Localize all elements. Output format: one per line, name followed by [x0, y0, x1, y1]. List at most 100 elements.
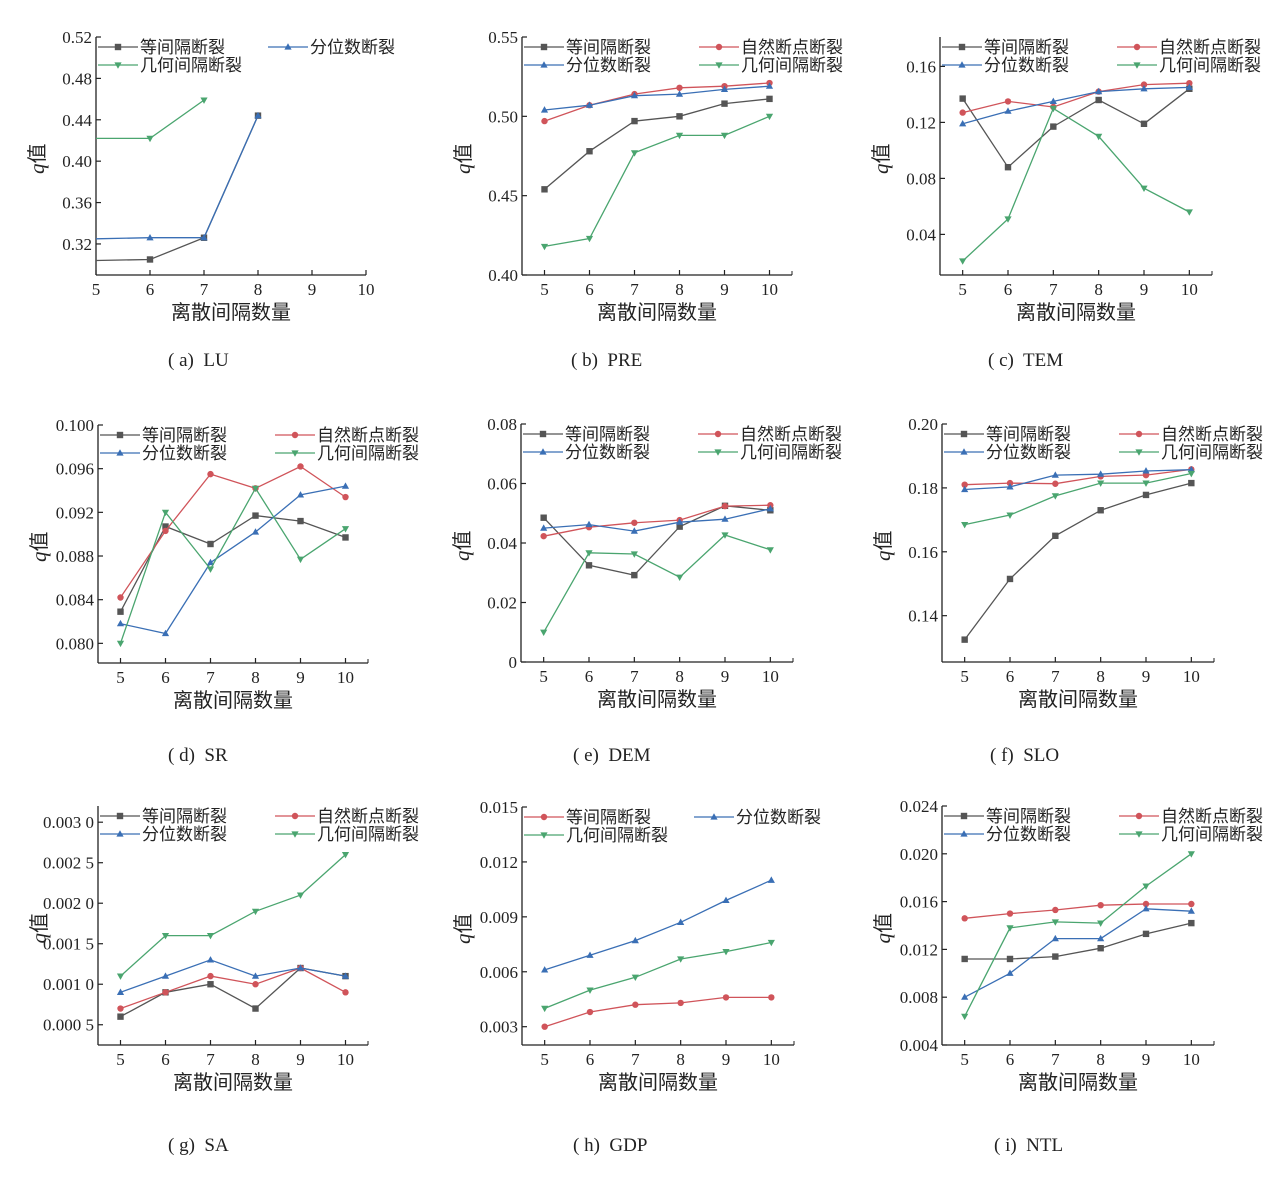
legend-item: 等间隔断裂 [944, 425, 1071, 445]
series-line [964, 469, 1192, 491]
panel-caption: ( d) SR [168, 745, 228, 766]
data-point [1142, 480, 1150, 487]
y-tick-label: 0.006 [480, 963, 518, 982]
x-tick-label: 5 [960, 667, 969, 686]
legend-label: 等间隔断裂 [566, 808, 651, 828]
legend-label: 几何间隔断裂 [1159, 56, 1261, 76]
series-分位数断裂 [540, 82, 774, 113]
data-point [1097, 934, 1105, 942]
legend-label: 等间隔断裂 [986, 425, 1071, 445]
series-line [119, 465, 346, 598]
legend-label: 几何间隔断裂 [140, 56, 242, 76]
y-tick-label: 0.04 [906, 225, 936, 244]
data-point [961, 636, 968, 643]
data-point [117, 1005, 124, 1012]
x-tick-label: 6 [1006, 1050, 1015, 1069]
legend-marker [715, 43, 723, 51]
x-tick-label: 10 [763, 1050, 780, 1069]
y-tick-label: 0.08 [906, 169, 936, 188]
legend-label: 分位数断裂 [142, 444, 227, 464]
data-point [722, 896, 730, 903]
data-point [1097, 901, 1104, 909]
data-point [296, 491, 305, 498]
y-tick-label: 0.100 [56, 416, 94, 435]
y-tick-label: 0.44 [62, 111, 92, 130]
x-tick-label: 7 [1051, 667, 1060, 686]
series-等间隔断裂 [540, 502, 774, 579]
data-point [961, 915, 968, 922]
panel-caption: ( f) SLO [990, 745, 1060, 766]
axes: 0.04 0.08 0.12 0.16 5 6 7 8 9 10 [906, 37, 1213, 299]
legend-label: 分位数断裂 [310, 38, 395, 58]
data-point [1140, 81, 1148, 88]
data-point [586, 1008, 594, 1016]
legend-marker [539, 448, 547, 455]
data-point [1051, 493, 1059, 500]
legend-item: 自然断点断裂 [1119, 425, 1263, 445]
series-group [116, 463, 350, 648]
data-point [1142, 900, 1150, 908]
data-point [585, 562, 593, 569]
axes: 0.003 0.006 0.009 0.012 0.015 5 6 7 8 9 10 [480, 798, 795, 1069]
x-tick-label: 10 [337, 1050, 354, 1069]
y-tick-label: 0.40 [488, 266, 518, 285]
data-point [206, 956, 215, 963]
panel-caption: ( c) TEM [988, 350, 1064, 371]
panel-caption: ( b) PRE [571, 350, 643, 371]
data-point [1049, 105, 1057, 113]
data-point [676, 518, 684, 525]
series-等间隔断裂 [95, 112, 262, 263]
series-分位数断裂 [116, 482, 350, 637]
series-分位数断裂 [95, 111, 262, 241]
y-tick-label: 0.50 [488, 107, 518, 126]
x-tick-label: 9 [721, 667, 730, 686]
data-point [206, 933, 215, 940]
y-tick-label: 0.52 [62, 28, 92, 47]
legend-item: 几何间隔断裂 [698, 443, 842, 463]
chart-svg-lu: 0.32 0.36 0.40 0.44 0.48 0.52 5 6 7 8 9 10 离散间隔数量 q值 等… [25, 28, 395, 324]
data-point [961, 481, 968, 488]
series-line [962, 107, 1190, 262]
y-tick-label: 0.12 [906, 113, 936, 132]
series-group [961, 851, 1195, 1021]
x-axis-title: 离散间隔数量 [171, 300, 291, 324]
series-几何间隔断裂 [116, 485, 350, 648]
legend-item: 几何间隔断裂 [1117, 56, 1261, 76]
legend-item: 自然断点断裂 [275, 426, 419, 446]
legend-marker [958, 61, 966, 68]
series-line [964, 472, 1192, 526]
legend-marker [540, 43, 548, 51]
data-point [207, 981, 214, 988]
x-tick-label: 7 [630, 280, 639, 299]
legend-label: 自然断点断裂 [1159, 38, 1261, 58]
series-自然断点断裂 [959, 80, 1193, 116]
series-等间隔断裂 [959, 85, 1193, 171]
legend-marker [958, 43, 966, 51]
chart-svg-sr: 0.080 0.084 0.088 0.092 0.096 0.100 5 6 7 8 9 10 离散间… [27, 416, 419, 712]
x-tick-label: 9 [308, 280, 317, 299]
series-line [964, 903, 1192, 919]
legend-label: 等间隔断裂 [142, 426, 227, 446]
data-point [540, 629, 548, 637]
legend-label: 几何间隔断裂 [1161, 443, 1263, 463]
axes: 0.004 0.008 0.012 0.016 0.020 0.024 5 6 7 8 9 10 [900, 797, 1215, 1069]
legend-marker [539, 430, 547, 438]
series-line [544, 996, 772, 1028]
data-point [296, 892, 305, 899]
series-group [540, 502, 774, 637]
data-point [297, 463, 304, 470]
data-point [1006, 910, 1014, 917]
x-tick-label: 10 [1181, 280, 1198, 299]
legend-label: 自然断点断裂 [1161, 807, 1263, 827]
y-tick-label: 0.002 5 [43, 854, 94, 873]
legend-label: 等间隔断裂 [142, 807, 227, 827]
x-tick-label: 6 [1004, 280, 1013, 299]
data-point [116, 988, 125, 995]
data-point [1004, 216, 1012, 223]
y-tick-label: 0.096 [56, 460, 94, 479]
x-tick-label: 9 [1140, 280, 1149, 299]
x-axis-title: 离散间隔数量 [173, 1070, 293, 1094]
data-point [206, 558, 215, 566]
